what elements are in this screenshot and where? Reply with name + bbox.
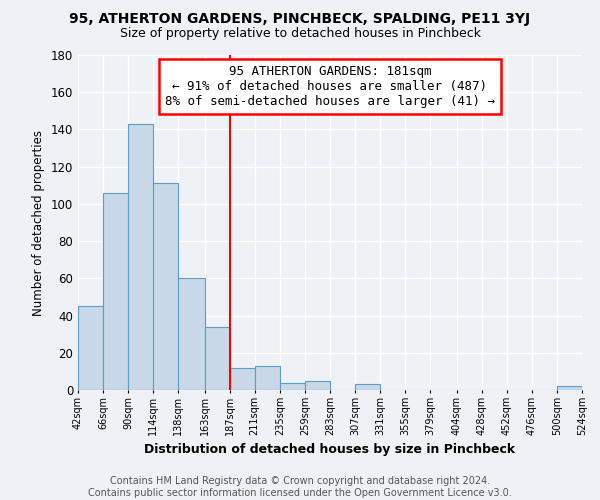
Y-axis label: Number of detached properties: Number of detached properties bbox=[32, 130, 45, 316]
Bar bbox=[557, 386, 582, 390]
Bar bbox=[255, 366, 280, 390]
Text: 95 ATHERTON GARDENS: 181sqm
← 91% of detached houses are smaller (487)
8% of sem: 95 ATHERTON GARDENS: 181sqm ← 91% of det… bbox=[165, 65, 495, 108]
Bar bbox=[103, 192, 128, 390]
Text: Size of property relative to detached houses in Pinchbeck: Size of property relative to detached ho… bbox=[119, 28, 481, 40]
Bar bbox=[230, 368, 255, 390]
Bar bbox=[280, 382, 305, 390]
Bar bbox=[355, 384, 380, 390]
Bar bbox=[205, 326, 230, 390]
X-axis label: Distribution of detached houses by size in Pinchbeck: Distribution of detached houses by size … bbox=[145, 444, 515, 456]
Text: 95, ATHERTON GARDENS, PINCHBECK, SPALDING, PE11 3YJ: 95, ATHERTON GARDENS, PINCHBECK, SPALDIN… bbox=[70, 12, 530, 26]
Bar bbox=[305, 380, 330, 390]
Bar bbox=[78, 306, 103, 390]
Text: Contains HM Land Registry data © Crown copyright and database right 2024.
Contai: Contains HM Land Registry data © Crown c… bbox=[88, 476, 512, 498]
Bar bbox=[178, 278, 205, 390]
Bar bbox=[153, 184, 178, 390]
Bar bbox=[128, 124, 153, 390]
